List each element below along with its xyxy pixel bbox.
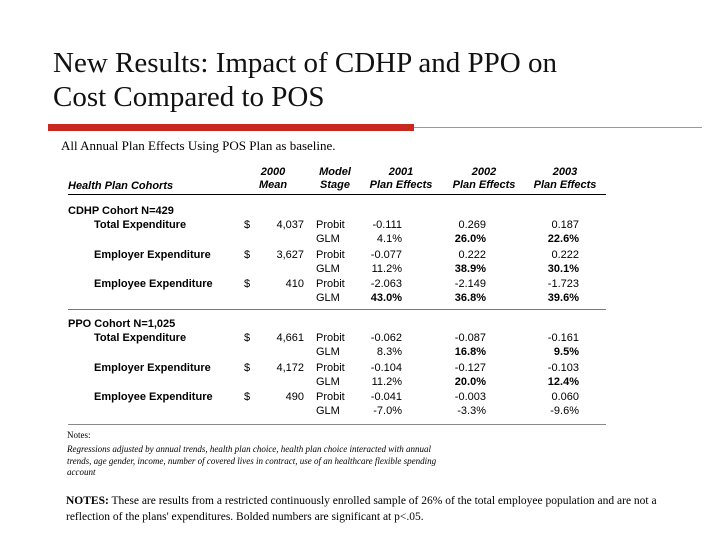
cdhp-employer-dollar: $	[244, 249, 251, 261]
ppo-cohort-label: PPO Cohort N=1,025	[68, 318, 176, 330]
cdhp-employer-glm-2001: 11.2%	[371, 263, 402, 275]
header-cohorts: Health Plan Cohorts	[68, 180, 174, 192]
header-stage-top: Model	[319, 166, 351, 178]
cdhp-employer-mean: 3,627	[276, 249, 304, 261]
cdhp-total-probit-stage: Probit	[316, 219, 345, 231]
title-line-1: New Results: Impact of CDHP and PPO on	[53, 47, 557, 79]
header-2001-top: 2001	[388, 166, 414, 178]
cdhp-total-label: Total Expenditure	[94, 219, 187, 231]
table-bottom-rule	[68, 424, 606, 425]
cdhp-total-dollar: $	[244, 219, 251, 231]
cdhp-employee-probit-2003: -1.723	[547, 278, 579, 290]
ppo-employer-glm-2002: 20.0%	[454, 376, 486, 388]
header-stage-bottom: Stage	[320, 179, 350, 191]
cdhp-employer-glm-2002: 38.9%	[454, 263, 486, 275]
cdhp-employee-probit-2001: -2.063	[370, 278, 402, 290]
cdhp-employer-probit-2003: 0.222	[551, 249, 579, 261]
ppo-total-dollar: $	[244, 332, 251, 344]
ppo-employee-probit-stage: Probit	[316, 391, 345, 403]
ppo-employee-dollar: $	[244, 391, 251, 403]
header-2003-top: 2003	[552, 166, 578, 178]
ppo-employer-label: Employer Expenditure	[94, 362, 211, 374]
cdhp-total-glm-stage: GLM	[316, 233, 340, 245]
ppo-total-probit-2002: -0.087	[454, 332, 486, 344]
ppo-employer-glm-stage: GLM	[316, 376, 340, 388]
ppo-total-probit-2001: -0.062	[370, 332, 402, 344]
cdhp-employer-glm-2003: 30.1%	[547, 263, 579, 275]
cdhp-employee-probit-2002: -2.149	[454, 278, 486, 290]
bottom-notes-label: NOTES:	[66, 495, 109, 507]
header-2003-bottom: Plan Effects	[533, 179, 597, 191]
ppo-total-glm-2001: 8.3%	[376, 346, 402, 358]
cdhp-employee-dollar: $	[244, 278, 251, 290]
cdhp-employer-probit-2001: -0.077	[370, 249, 402, 261]
cdhp-total-probit-2001: -0.111	[372, 219, 402, 231]
cdhp-employer-probit-stage: Probit	[316, 249, 345, 261]
ppo-employer-mean: 4,172	[276, 362, 304, 374]
subtitle: All Annual Plan Effects Using POS Plan a…	[61, 138, 336, 153]
header-mean-bottom: Mean	[258, 179, 288, 191]
ppo-total-probit-stage: Probit	[316, 332, 345, 344]
cdhp-total-glm-2003: 22.6%	[547, 233, 579, 245]
ppo-total-label: Total Expenditure	[94, 332, 187, 344]
header-2001: 2001 Plan Effects	[363, 166, 439, 192]
cdhp-employee-mean: 410	[285, 278, 304, 290]
cdhp-employee-label: Employee Expenditure	[94, 278, 213, 290]
header-2003: 2003 Plan Effects	[527, 166, 603, 192]
header-stage: Model Stage	[309, 166, 361, 192]
cdhp-total-probit-2002: 0.269	[458, 219, 486, 231]
cdhp-total-mean: 4,037	[276, 219, 304, 231]
title-underline-accent	[48, 124, 414, 131]
cdhp-employer-glm-stage: GLM	[316, 263, 340, 275]
bottom-notes-text: These are results from a restricted cont…	[66, 495, 657, 523]
ppo-total-probit-2003: -0.161	[547, 332, 579, 344]
cdhp-total-glm-2001: 4.1%	[376, 233, 402, 245]
ppo-total-glm-2003: 9.5%	[553, 346, 579, 358]
cdhp-employee-glm-2001: 43.0%	[370, 292, 402, 304]
ppo-employer-dollar: $	[244, 362, 251, 374]
section-rule	[68, 309, 606, 310]
ppo-employer-probit-2001: -0.104	[370, 362, 402, 374]
bottom-notes: NOTES: These are results from a restrict…	[66, 493, 696, 525]
ppo-employee-probit-2003: 0.060	[551, 391, 579, 403]
title-underline-rule	[414, 127, 702, 128]
header-mean-top: 2000	[260, 166, 286, 178]
ppo-employee-glm-stage: GLM	[316, 405, 340, 417]
header-2001-bottom: Plan Effects	[369, 179, 433, 191]
ppo-employee-probit-2001: -0.041	[370, 391, 402, 403]
header-2002: 2002 Plan Effects	[446, 166, 522, 192]
ppo-employee-glm-2001: -7.0%	[373, 405, 402, 417]
ppo-employer-glm-2003: 12.4%	[547, 376, 579, 388]
cdhp-employee-glm-2002: 36.8%	[454, 292, 486, 304]
ppo-total-mean: 4,661	[276, 332, 304, 344]
slide-title: New Results: Impact of CDHP and PPO on C…	[53, 46, 693, 114]
cdhp-employee-glm-stage: GLM	[316, 292, 340, 304]
ppo-employer-probit-2003: -0.103	[547, 362, 579, 374]
ppo-employee-glm-2003: -9.6%	[550, 405, 579, 417]
header-rule	[68, 194, 606, 195]
ppo-employer-glm-2001: 11.2%	[371, 376, 402, 388]
ppo-total-glm-2002: 16.8%	[454, 346, 486, 358]
cdhp-total-glm-2002: 26.0%	[454, 233, 486, 245]
title-line-2: Cost Compared to POS	[53, 81, 325, 113]
ppo-employee-probit-2002: -0.003	[454, 391, 486, 403]
ppo-total-glm-stage: GLM	[316, 346, 340, 358]
cdhp-employer-probit-2002: 0.222	[458, 249, 486, 261]
header-mean: 2000 Mean	[248, 166, 298, 192]
cdhp-total-probit-2003: 0.187	[551, 219, 579, 231]
header-2002-top: 2002	[471, 166, 497, 178]
cdhp-employee-glm-2003: 39.6%	[547, 292, 579, 304]
ppo-employer-probit-stage: Probit	[316, 362, 345, 374]
header-2002-bottom: Plan Effects	[452, 179, 516, 191]
ppo-employer-probit-2002: -0.127	[454, 362, 486, 374]
table-notes-label: Notes:	[67, 430, 91, 440]
cdhp-employee-probit-stage: Probit	[316, 278, 345, 290]
ppo-employee-mean: 490	[285, 391, 304, 403]
ppo-employee-glm-2002: -3.3%	[457, 405, 486, 417]
cdhp-cohort-label: CDHP Cohort N=429	[68, 205, 174, 217]
cdhp-employer-label: Employer Expenditure	[94, 249, 211, 261]
ppo-employee-label: Employee Expenditure	[94, 391, 213, 403]
table-notes-text: Regressions adjusted by annual trends, h…	[67, 444, 437, 477]
